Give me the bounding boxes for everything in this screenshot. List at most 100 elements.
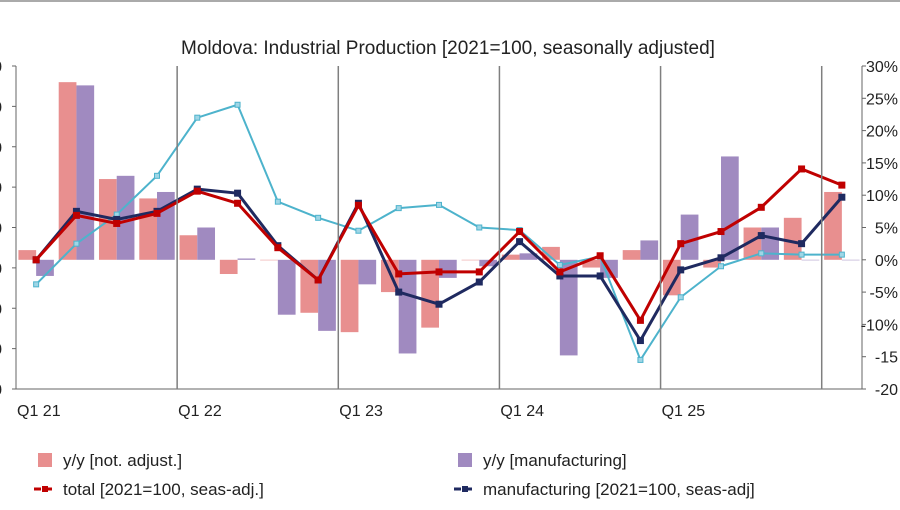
manufacturing-index-point bbox=[636, 337, 644, 345]
bar-not-adjusted bbox=[179, 235, 198, 260]
manufacturing-index-point bbox=[516, 238, 524, 246]
manufacturing-index-point bbox=[234, 189, 242, 197]
bar-manufacturing bbox=[237, 258, 256, 260]
legend-marker bbox=[462, 486, 468, 492]
bar-not-adjusted bbox=[461, 259, 480, 261]
yy-seas-adj-point bbox=[718, 263, 724, 270]
legend-label: y/y [manufacturing] bbox=[483, 451, 627, 470]
bar-not-adjusted bbox=[743, 227, 762, 260]
chart-title: Moldova: Industrial Production [2021=100… bbox=[181, 38, 715, 59]
bar-not-adjusted bbox=[300, 259, 319, 313]
total-index-point bbox=[193, 187, 201, 195]
legend-label: manufacturing [2021=100, seas-adj] bbox=[483, 480, 755, 499]
yy-seas-adj-point bbox=[395, 205, 402, 212]
right-tick-label: -15 bbox=[875, 350, 898, 367]
total-index-point bbox=[838, 181, 846, 189]
total-index-point bbox=[314, 276, 322, 284]
total-index-point bbox=[354, 201, 362, 209]
bar-not-adjusted bbox=[421, 259, 439, 328]
yy-seas-adj-point bbox=[758, 250, 765, 257]
bar-manufacturing bbox=[318, 259, 336, 331]
manufacturing-index-point bbox=[677, 266, 685, 274]
yy-seas-adj-point bbox=[154, 172, 160, 179]
bar-not-adjusted bbox=[18, 250, 37, 260]
right-tick-label: 0% bbox=[875, 253, 898, 270]
yy-seas-adj-point bbox=[194, 114, 201, 121]
bar-not-adjusted bbox=[260, 259, 278, 261]
right-tick-label: -20 bbox=[875, 382, 898, 399]
bar-not-adjusted bbox=[783, 217, 802, 260]
bar-manufacturing bbox=[197, 227, 216, 260]
right-tick-label: -10% bbox=[861, 317, 898, 334]
legend-item: total [2021=100, seas-adj.] bbox=[34, 480, 264, 499]
total-index-point bbox=[234, 199, 242, 207]
legend-swatch bbox=[38, 453, 52, 467]
yy-seas-adj-point bbox=[315, 214, 322, 221]
left-tick-label: 0 bbox=[0, 342, 2, 359]
total-index-point bbox=[72, 211, 80, 219]
x-tick-label: Q1 21 bbox=[17, 403, 61, 420]
total-index-point bbox=[596, 252, 604, 260]
bar-manufacturing bbox=[519, 253, 538, 260]
bar-manufacturing bbox=[277, 259, 296, 315]
bar-not-adjusted bbox=[622, 250, 641, 260]
bar-manufacturing bbox=[559, 259, 578, 356]
bar-manufacturing bbox=[680, 214, 699, 260]
left-tick-label: 0 bbox=[0, 180, 2, 197]
bar-manufacturing bbox=[841, 259, 860, 261]
left-tick-label: 0 bbox=[0, 221, 2, 238]
left-tick-label: 0 bbox=[0, 59, 2, 76]
x-tick-label: Q1 24 bbox=[500, 403, 544, 420]
bar-not-adjusted bbox=[340, 259, 359, 333]
x-tick-label: Q1 22 bbox=[178, 403, 222, 420]
bar-manufacturing bbox=[398, 259, 417, 354]
total-index-point bbox=[395, 270, 403, 278]
right-tick-label: 30% bbox=[866, 59, 898, 76]
legend: y/y [not. adjust.] y/y [manufacturing] tot… bbox=[34, 451, 755, 499]
legend-swatch bbox=[458, 453, 472, 467]
bar-manufacturing bbox=[358, 259, 377, 285]
manufacturing-index-point bbox=[475, 278, 483, 286]
bar-not-adjusted bbox=[139, 198, 157, 260]
legend-label: total [2021=100, seas-adj.] bbox=[63, 480, 264, 499]
manufacturing-index-point bbox=[838, 193, 846, 201]
bar-manufacturing bbox=[801, 259, 820, 261]
yy-seas-adj-point bbox=[436, 201, 442, 208]
yy-seas-adj-point bbox=[798, 251, 805, 258]
bar-manufacturing bbox=[640, 240, 659, 260]
plot-area bbox=[18, 82, 860, 363]
yy-seas-adj-point bbox=[274, 198, 281, 205]
x-tick-label: Q1 23 bbox=[339, 403, 383, 420]
yy-seas-adj-point bbox=[838, 251, 845, 258]
manufacturing-index-point bbox=[395, 288, 403, 296]
legend-item: y/y [not. adjust.] bbox=[38, 451, 182, 470]
legend-label: y/y [not. adjust.] bbox=[63, 451, 182, 470]
bar-not-adjusted bbox=[582, 259, 601, 268]
manufacturing-index-point bbox=[717, 254, 725, 262]
right-tick-label: 20% bbox=[866, 124, 898, 141]
manufacturing-index-point bbox=[435, 300, 443, 308]
right-tick-label: 25% bbox=[866, 91, 898, 108]
yy-seas-adj-point bbox=[556, 261, 563, 268]
manufacturing-index-point bbox=[798, 240, 806, 248]
x-tick-label: Q1 25 bbox=[662, 403, 706, 420]
yy-seas-adj-point bbox=[33, 281, 40, 288]
bar-manufacturing bbox=[721, 156, 739, 260]
yy-seas-adj-point bbox=[355, 227, 362, 234]
left-tick-label: 0 bbox=[0, 261, 2, 278]
right-tick-label: 10% bbox=[866, 188, 898, 205]
yy-seas-adj-point bbox=[637, 356, 644, 363]
bar-not-adjusted bbox=[824, 191, 842, 260]
legend-marker bbox=[42, 486, 48, 492]
total-index-point bbox=[153, 209, 161, 217]
left-tick-label: 0 bbox=[0, 140, 2, 157]
yy-seas-adj-point bbox=[73, 240, 80, 247]
total-index-point bbox=[717, 228, 725, 236]
yy-seas-adj-point bbox=[234, 101, 241, 108]
total-index-point bbox=[757, 203, 765, 211]
total-index-point bbox=[435, 268, 443, 276]
manufacturing-index-point bbox=[757, 232, 765, 240]
total-index-point bbox=[475, 268, 483, 276]
